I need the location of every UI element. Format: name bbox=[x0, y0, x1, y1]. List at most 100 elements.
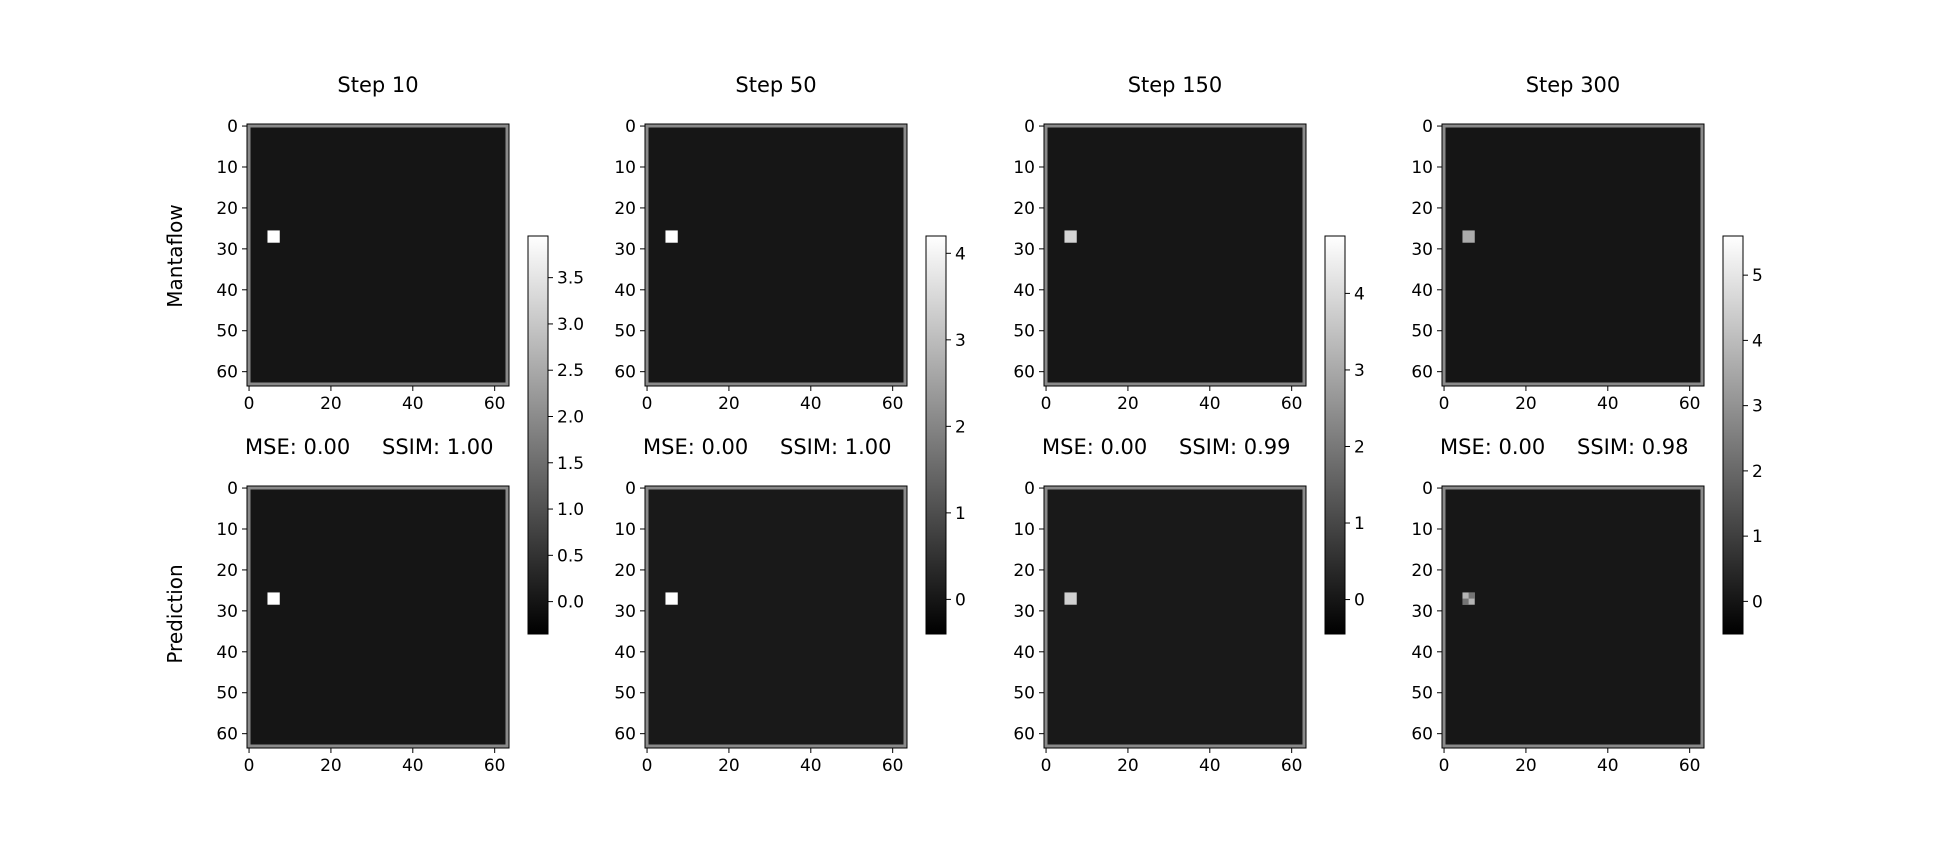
hotspot-cell bbox=[665, 230, 678, 243]
y-tick-label: 10 bbox=[1411, 158, 1433, 178]
y-tick-label: 50 bbox=[1013, 684, 1035, 704]
x-tick-label: 0 bbox=[1041, 756, 1052, 776]
y-tick-label: 60 bbox=[1411, 725, 1433, 745]
y-tick-label: 20 bbox=[614, 199, 636, 219]
x-tick-label: 20 bbox=[1117, 756, 1139, 776]
prediction-heatmap: 0 10 20 30 40 50 60 0 20 40 60 bbox=[1013, 479, 1307, 776]
y-tick-label: 10 bbox=[1411, 520, 1433, 540]
colorbar-tick-label: 0 bbox=[1354, 591, 1365, 611]
mantaflow-heatmap: 0 10 20 30 40 50 60 0 20 40 60 bbox=[216, 117, 510, 414]
x-tick-label: 60 bbox=[484, 756, 506, 776]
hotspot-cell bbox=[267, 592, 280, 605]
y-tick-label: 40 bbox=[216, 281, 238, 301]
x-tick-label: 60 bbox=[1679, 394, 1701, 414]
colorbar-tick-label: 3.5 bbox=[557, 269, 584, 289]
x-tick-label: 60 bbox=[484, 394, 506, 414]
panel-title: Step 300 bbox=[1526, 73, 1621, 97]
y-tick-label: 10 bbox=[1013, 520, 1035, 540]
colorbar-tick-label: 3 bbox=[1752, 397, 1763, 417]
colorbar: 0 1 2 3 4 bbox=[1324, 235, 1365, 635]
heatmap-field bbox=[247, 124, 509, 386]
y-tick-label: 0 bbox=[1422, 479, 1433, 499]
heatmap-border bbox=[645, 124, 907, 386]
y-tick-label: 50 bbox=[216, 684, 238, 704]
y-tick-label: 10 bbox=[216, 158, 238, 178]
x-tick-label: 20 bbox=[718, 394, 740, 414]
y-tick-label: 30 bbox=[216, 602, 238, 622]
y-tick-label: 30 bbox=[1013, 602, 1035, 622]
x-tick-label: 0 bbox=[244, 756, 255, 776]
x-tick-label: 40 bbox=[402, 394, 424, 414]
colorbar: 0.0 0.5 1.0 1.5 2.0 2.5 3.0 3.5 bbox=[527, 235, 584, 635]
y-tick-label: 0 bbox=[1422, 117, 1433, 137]
x-tick-label: 0 bbox=[244, 394, 255, 414]
y-tick-label: 40 bbox=[614, 643, 636, 663]
x-tick-label: 20 bbox=[1117, 394, 1139, 414]
mse-label: MSE: 0.00 bbox=[1042, 435, 1147, 459]
axes-frame bbox=[644, 485, 908, 749]
colorbar-gradient bbox=[925, 235, 947, 635]
y-tick-label: 50 bbox=[1411, 322, 1433, 342]
mantaflow-heatmap: 0 10 20 30 40 50 60 0 20 40 60 bbox=[1411, 117, 1705, 414]
y-tick-label: 0 bbox=[625, 117, 636, 137]
prediction-heatmap: 0 10 20 30 40 50 60 0 20 40 60 bbox=[216, 479, 510, 776]
colorbar-tick-label: 0 bbox=[955, 590, 966, 610]
y-tick-label: 60 bbox=[216, 363, 238, 383]
colorbar-tick-label: 0.5 bbox=[557, 546, 584, 566]
y-tick-label: 40 bbox=[614, 281, 636, 301]
y-tick-label: 50 bbox=[216, 322, 238, 342]
x-tick-label: 0 bbox=[1041, 394, 1052, 414]
y-tick-label: 40 bbox=[1013, 643, 1035, 663]
hotspot-subcell bbox=[1462, 598, 1469, 605]
colorbar-tick-label: 4 bbox=[955, 244, 966, 264]
heatmap-field bbox=[1044, 486, 1306, 748]
y-tick-label: 60 bbox=[614, 725, 636, 745]
colorbar: 0 1 2 3 4 5 bbox=[1722, 235, 1763, 635]
y-tick-label: 0 bbox=[1024, 479, 1035, 499]
ssim-label: SSIM: 1.00 bbox=[382, 435, 493, 459]
colorbar-tick-label: 1.5 bbox=[557, 454, 584, 474]
colorbar-tick-label: 2 bbox=[1752, 462, 1763, 482]
heatmap-border bbox=[1044, 486, 1306, 748]
prediction-heatmap: 0 10 20 30 40 50 60 0 20 40 60 bbox=[1411, 479, 1705, 776]
x-tick-label: 40 bbox=[1597, 394, 1619, 414]
mse-label: MSE: 0.00 bbox=[245, 435, 350, 459]
y-tick-label: 60 bbox=[1013, 725, 1035, 745]
panel-title: Step 10 bbox=[337, 73, 418, 97]
heatmap-border bbox=[247, 124, 509, 386]
hotspot-subcell bbox=[1468, 592, 1475, 599]
ssim-label: SSIM: 0.99 bbox=[1179, 435, 1290, 459]
x-tick-label: 40 bbox=[402, 756, 424, 776]
x-tick-label: 40 bbox=[1199, 394, 1221, 414]
axes-frame bbox=[1441, 123, 1705, 387]
colorbar-tick-label: 0.0 bbox=[557, 593, 584, 613]
y-tick-label: 20 bbox=[1411, 561, 1433, 581]
x-tick-label: 0 bbox=[642, 756, 653, 776]
colorbar-tick-label: 1 bbox=[1354, 514, 1365, 534]
hotspot-cell bbox=[1064, 230, 1077, 243]
colorbar-tick-label: 3.0 bbox=[557, 315, 584, 335]
heatmap-field bbox=[1442, 486, 1704, 748]
x-tick-label: 0 bbox=[642, 394, 653, 414]
colorbar-gradient bbox=[1324, 235, 1346, 635]
y-tick-label: 30 bbox=[216, 240, 238, 260]
x-tick-label: 40 bbox=[1199, 756, 1221, 776]
y-tick-label: 0 bbox=[227, 479, 238, 499]
heatmap-field bbox=[645, 486, 907, 748]
x-tick-label: 40 bbox=[1597, 756, 1619, 776]
heatmap-field bbox=[645, 124, 907, 386]
colorbar-gradient bbox=[1722, 235, 1744, 635]
x-tick-label: 20 bbox=[718, 756, 740, 776]
colorbar-tick-label: 4 bbox=[1354, 284, 1365, 304]
hotspot-cell bbox=[267, 230, 280, 243]
panel-title: Step 150 bbox=[1128, 73, 1223, 97]
colorbar-tick-label: 2.0 bbox=[557, 407, 584, 427]
colorbar-tick-label: 1 bbox=[955, 504, 966, 524]
y-tick-label: 40 bbox=[1013, 281, 1035, 301]
mse-label: MSE: 0.00 bbox=[1440, 435, 1545, 459]
y-tick-label: 0 bbox=[625, 479, 636, 499]
axes-frame bbox=[1441, 485, 1705, 749]
